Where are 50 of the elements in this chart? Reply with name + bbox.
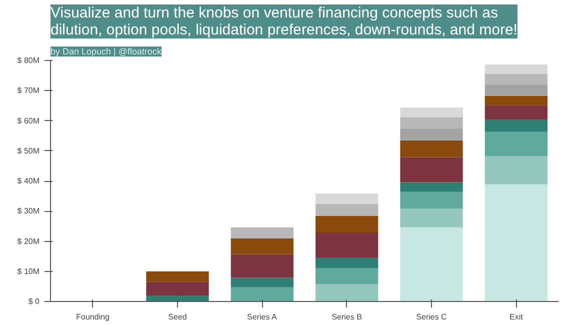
x-tick-label: Series B [332,312,362,322]
y-tick-label: $ 70M [17,86,40,96]
y-tick-label: $ 30M [17,206,40,216]
bar [316,204,378,216]
bar [316,258,378,268]
bar [484,105,548,120]
y-tick-label: $ 10M [17,266,40,276]
bar [230,238,294,254]
bar [484,120,548,132]
bar [230,227,294,239]
x-tick-label: Seed [168,312,187,322]
bar [400,140,463,158]
text: by Dan Lopuch | @floatrock [50,46,162,56]
y-tick-label: $ 20M [17,236,40,246]
bar [316,232,378,258]
bar [146,271,209,282]
bar [146,282,209,296]
chart-title: Visualize and turn the knobs on venture financing concepts such as dilution, option pools, liquidation preferences, down-rounds, and more! [50,4,518,38]
bar [230,254,294,278]
bar [400,227,463,302]
bar [316,268,378,284]
bar [230,278,294,288]
bar [400,157,463,182]
bar [400,182,463,192]
bar [400,107,463,118]
bar [316,194,378,204]
bar [400,208,463,228]
y-tick-label: $ 0 [28,297,40,306]
bar [400,128,463,140]
bar [400,117,463,128]
y-tick-label: $ 40M [17,176,40,186]
bar [484,84,548,96]
bar [316,216,378,233]
bar [484,156,548,184]
x-tick-label: Series A [247,312,278,322]
bar [230,287,294,302]
y-tick-label: $ 60M [17,116,40,126]
bar [146,295,209,302]
bar [484,132,548,156]
bar [316,284,378,302]
x-tick-label: Founding [76,312,110,322]
y-tick-label: $ 50M [17,146,40,156]
bar [484,184,548,302]
y-tick-label: $ 80M [17,56,40,65]
x-tick-label: Exit [510,312,524,322]
x-tick-label: Series C [416,312,448,322]
bar [400,192,463,209]
bar [484,96,548,106]
bar [484,64,548,74]
bar [484,74,548,84]
